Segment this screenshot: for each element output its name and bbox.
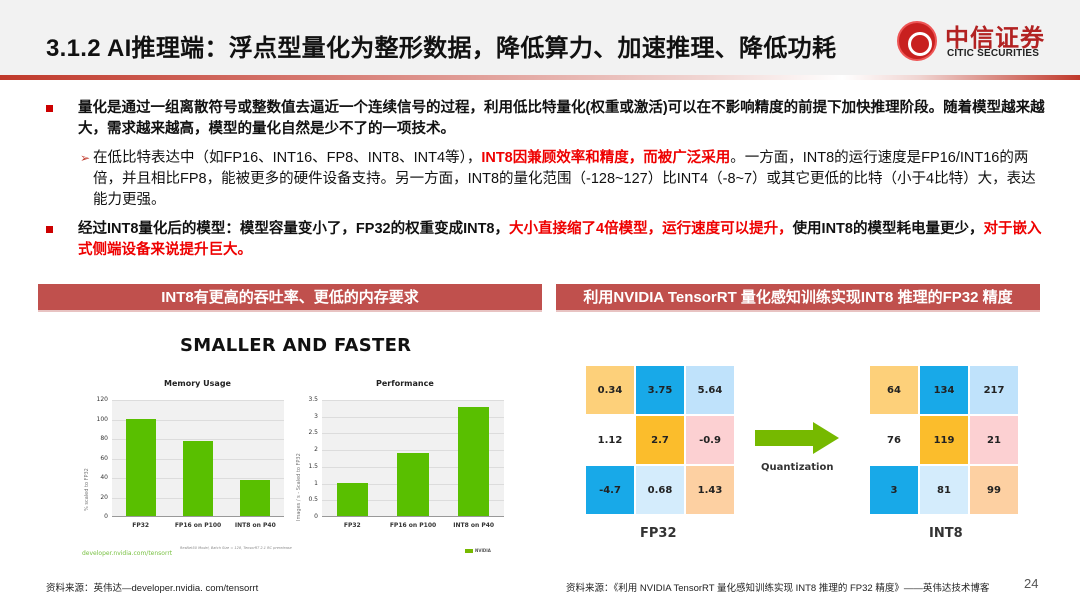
bar bbox=[183, 440, 213, 516]
y-tick-label: 0 bbox=[314, 513, 318, 520]
matrix-cell: 21 bbox=[970, 416, 1018, 464]
matrix-cell: -4.7 bbox=[586, 466, 634, 514]
source-link: developer.nvidia.com/tensorrt bbox=[82, 550, 173, 557]
highlight-text: 对于嵌入式侧端设备来说提升巨大。 bbox=[78, 221, 1042, 258]
matrix-cell: 2.7 bbox=[636, 416, 684, 464]
bullet-text: 使用INT8的模型耗电量更少， bbox=[792, 221, 984, 237]
y-tick-label: 1.5 bbox=[308, 462, 318, 470]
matrix-cell: 64 bbox=[870, 366, 918, 414]
int8-matrix: 64 134 217 76 119 21 3 81 99 bbox=[870, 366, 1018, 514]
x-tick-label: FP32 bbox=[343, 522, 361, 529]
sub-bullet-1: ➢ 在低比特表达中（如FP16、INT16、FP8、INT8、INT4等），IN… bbox=[46, 148, 1046, 211]
header-divider bbox=[0, 75, 1080, 80]
x-tick-label: FP16 on P100 bbox=[389, 522, 437, 529]
matrix-cell: 81 bbox=[920, 466, 968, 514]
matrix-cell: 76 bbox=[870, 416, 918, 464]
nvidia-eye-icon bbox=[465, 549, 473, 553]
bar bbox=[397, 452, 429, 516]
matrix-cell: 5.64 bbox=[686, 366, 734, 414]
source-left: 资料来源：英伟达—developer.nvidia. com/tensorrt bbox=[46, 583, 259, 594]
y-tick-label: 120 bbox=[96, 396, 108, 403]
matrix-cell: -0.9 bbox=[686, 416, 734, 464]
bar bbox=[336, 482, 369, 516]
x-tick-label: INT8 on P40 bbox=[453, 522, 495, 529]
bar bbox=[125, 418, 156, 516]
gridline bbox=[112, 439, 284, 440]
matrix-cell: 134 bbox=[920, 366, 968, 414]
memory-usage-chart: Memory Usage % scaled to FP32 0 20 40 60 80 1… bbox=[80, 375, 284, 535]
matrix-cell: 99 bbox=[970, 466, 1018, 514]
page-number: 24 bbox=[1024, 576, 1039, 591]
citic-logo: 中信证券 CITIC SECURITIES bbox=[897, 16, 1067, 66]
matrix-cell: 119 bbox=[920, 416, 968, 464]
highlight-text: 大小直接缩了4倍模型，运行速度可以提升， bbox=[509, 221, 793, 237]
gridline bbox=[112, 419, 284, 421]
highlight-text: INT8因兼顾效率和精度，而被广泛采用 bbox=[481, 150, 731, 166]
nvidia-logo: NVIDIA bbox=[465, 548, 491, 553]
fp32-label: FP32 bbox=[640, 526, 677, 541]
bullet-text: 经过INT8量化后的模型：模型容量变小了，FP32的权重变成INT8， bbox=[78, 221, 509, 237]
y-tick-label: 2.5 bbox=[308, 429, 318, 437]
figure-title: SMALLER AND FASTER bbox=[180, 335, 412, 356]
bullet-1: 量化是通过一组离散符号或整数值去逼近一个连续信号的过程，利用低比特量化(权重或激… bbox=[46, 98, 1046, 140]
logo-chinese-text: 中信证券 bbox=[945, 23, 1045, 52]
fp32-matrix: 0.34 3.75 5.64 1.12 2.7 -0.9 -4.7 0.68 1.43 bbox=[586, 366, 734, 514]
y-tick-label: 80 bbox=[100, 435, 108, 442]
gridline bbox=[322, 450, 504, 452]
source-right: 资料来源：《利用 NVIDIA TensorRT 量化感知训练实现 INT8 推… bbox=[566, 583, 990, 594]
y-tick-label: 0.5 bbox=[308, 496, 318, 504]
gridline bbox=[322, 416, 504, 418]
y-tick-label: 3.5 bbox=[308, 396, 318, 403]
bullet-text: 。一方面，INT8的运行速度是FP16/INT16的两倍，并且相比FP8，能被更… bbox=[93, 150, 1036, 208]
plot-area bbox=[322, 400, 504, 517]
y-tick-label: 3 bbox=[314, 412, 318, 420]
y-tick-label: 0 bbox=[104, 513, 108, 520]
matrix-cell: 0.34 bbox=[586, 366, 634, 414]
plot-area bbox=[112, 400, 284, 517]
square-bullet-icon bbox=[46, 226, 53, 233]
right-section-banner: 利用NVIDIA TensorRT 量化感知训练实现INT8 推理的FP32 精… bbox=[556, 284, 1040, 312]
gridline bbox=[112, 400, 284, 401]
bar bbox=[240, 479, 271, 516]
matrix-cell: 3 bbox=[870, 466, 918, 514]
x-tick-label: INT8 on P40 bbox=[234, 522, 276, 529]
chart-title: Memory Usage bbox=[164, 379, 231, 388]
matrix-cell: 1.12 bbox=[586, 416, 634, 464]
logo-english-text: CITIC SECURITIES bbox=[947, 48, 1040, 59]
x-tick-label: FP32 bbox=[132, 522, 150, 529]
page-title: 3.1.2 AI推理端：浮点型量化为整形数据，降低算力、加速推理、降低功耗 bbox=[46, 35, 837, 62]
chart-title: Performance bbox=[376, 379, 434, 388]
y-tick-label: 60 bbox=[100, 454, 108, 462]
left-section-banner: INT8有更高的吞吐率、更低的内存要求 bbox=[38, 284, 542, 312]
y-tick-label: 1 bbox=[314, 479, 318, 487]
quantization-label: Quantization bbox=[761, 462, 834, 473]
matrix-cell: 3.75 bbox=[636, 366, 684, 414]
y-tick-label: 100 bbox=[96, 415, 108, 423]
chart-footnote: ResNet50 Model, Batch Size = 128, Tensor… bbox=[180, 546, 292, 550]
bullet-text: 量化是通过一组离散符号或整数值去逼近一个连续信号的过程，利用低比特量化(权重或激… bbox=[78, 100, 1045, 137]
bullet-2: 经过INT8量化后的模型：模型容量变小了，FP32的权重变成INT8，大小直接缩… bbox=[46, 219, 1046, 261]
y-tick-label: 20 bbox=[100, 493, 108, 501]
matrix-cell: 0.68 bbox=[636, 466, 684, 514]
bullet-text: 在低比特表达中（如FP16、INT16、FP8、INT8、INT4等）， bbox=[93, 150, 482, 166]
citic-emblem-icon bbox=[897, 21, 937, 61]
gridline bbox=[322, 433, 504, 435]
gridline bbox=[322, 400, 504, 401]
quantization-arrow-icon bbox=[755, 422, 841, 454]
bullet-list: 量化是通过一组离散符号或整数值去逼近一个连续信号的过程，利用低比特量化(权重或激… bbox=[46, 98, 1046, 269]
y-tick-label: 40 bbox=[100, 474, 108, 481]
matrix-cell: 1.43 bbox=[686, 466, 734, 514]
arrow-bullet-icon: ➢ bbox=[80, 151, 91, 165]
bar bbox=[457, 407, 490, 516]
performance-chart: Performance Images / s - Scaled to FP32 … bbox=[292, 375, 512, 535]
matrix-cell: 217 bbox=[970, 366, 1018, 414]
y-tick-label: 2 bbox=[314, 446, 318, 454]
square-bullet-icon bbox=[46, 105, 53, 112]
x-tick-label: FP16 on P100 bbox=[174, 522, 222, 529]
int8-label: INT8 bbox=[929, 526, 963, 541]
